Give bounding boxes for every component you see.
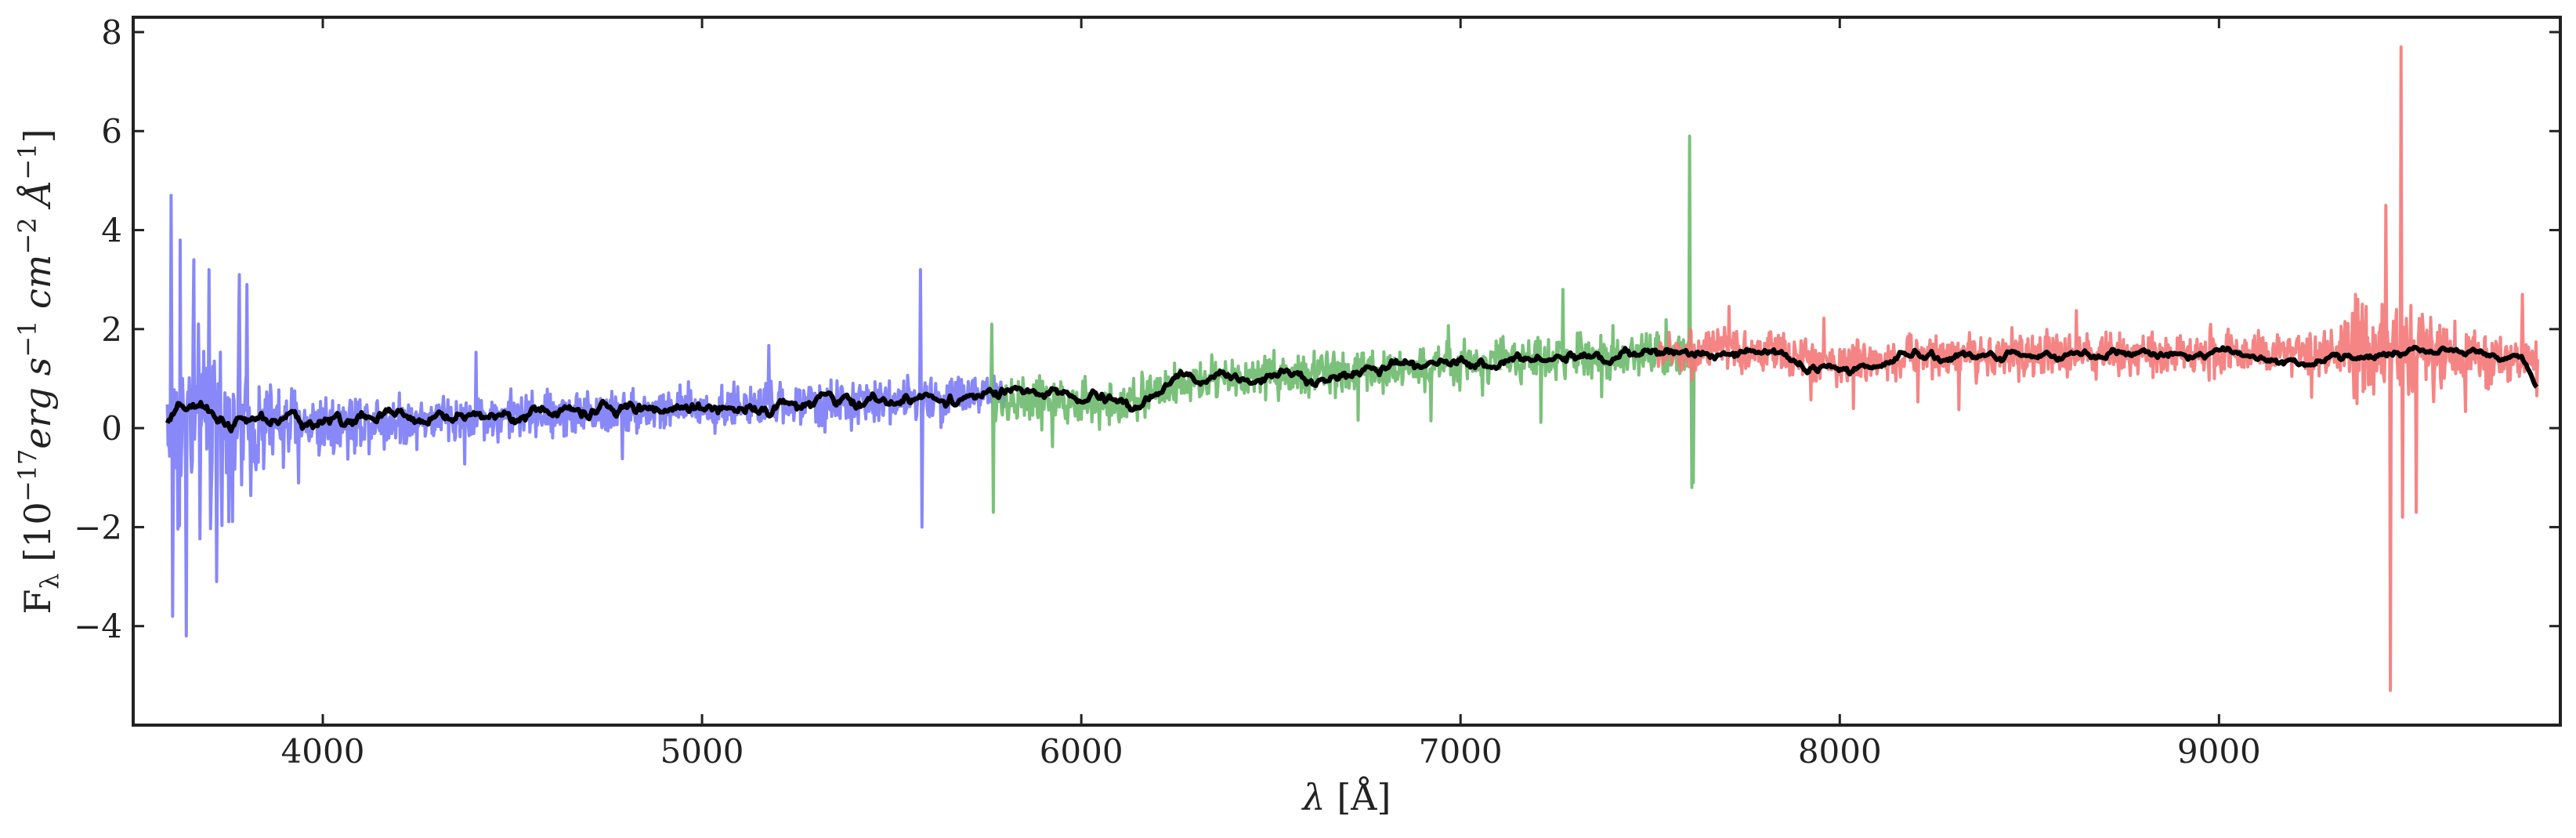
y-tick-label: 8 <box>101 13 122 52</box>
spectrum-series-line <box>1655 45 2539 692</box>
y-tick-label: 0 <box>101 409 122 448</box>
x-axis-label: λ [Å] <box>1301 775 1391 818</box>
smoothed-spectrum-line <box>165 344 2539 434</box>
y-tick-label: 6 <box>101 112 122 151</box>
x-tick-label: 8000 <box>1798 732 1882 771</box>
ticks-layer: 4000 5000 6000 7000 8000 9000 −4 −2 0 2 4 6 8 <box>74 13 2560 771</box>
y-tick-label: 4 <box>101 212 122 250</box>
x-tick-label: 4000 <box>281 732 365 771</box>
x-tick-label: 9000 <box>2177 732 2261 771</box>
y-tick-label: −4 <box>74 608 122 646</box>
y-tick-label: −2 <box>74 508 122 546</box>
x-tick-label: 6000 <box>1040 732 1123 771</box>
spectrum-series-line <box>989 134 1697 514</box>
y-tick-label: 2 <box>101 310 122 349</box>
plot-frame <box>132 16 2562 727</box>
x-tick-label: 7000 <box>1419 732 1503 771</box>
y-axis-label: Fλ [10−17erg s−1 cm−2 Å−1] <box>13 129 64 614</box>
series-layer <box>165 45 2539 692</box>
x-tick-label: 5000 <box>660 732 744 771</box>
